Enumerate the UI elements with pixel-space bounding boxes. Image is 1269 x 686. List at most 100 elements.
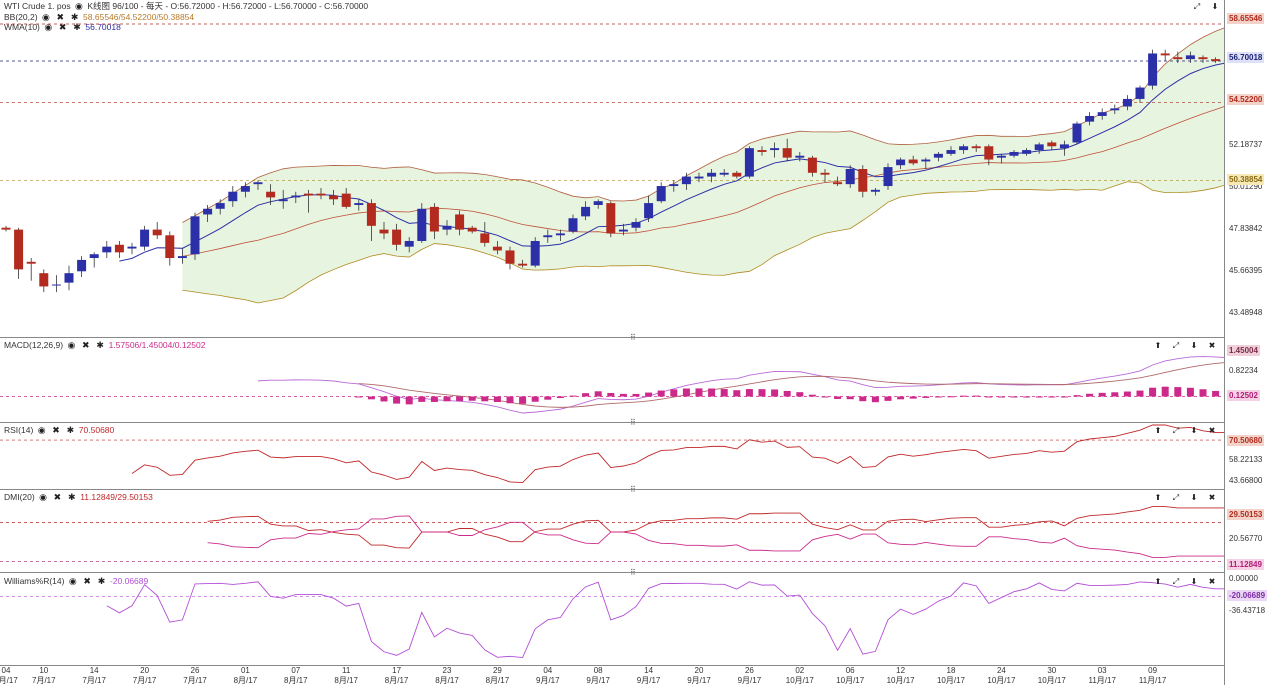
dmi-pane: DMI(20) ◉ ✖ ✱ 11.12849/29.50153 20.56770… [0, 490, 1269, 572]
price-chart [0, 0, 1225, 336]
candle-body [254, 182, 263, 184]
candle-body [443, 226, 452, 230]
candle-body [921, 160, 930, 162]
resize-handle[interactable]: ⠿ [630, 333, 636, 342]
macd-histogram-bar [847, 396, 854, 399]
price-pane: WTI Crude 1. pos ◉ K线图 96/100 - 每天 - O:5… [0, 0, 1269, 336]
candle-body [115, 245, 124, 253]
candle-body [455, 214, 464, 229]
macd-histogram-bar [557, 396, 564, 398]
candle-body [165, 235, 174, 258]
expand-icon[interactable]: ⤢ [1167, 425, 1185, 436]
bb-lower-tag: 50.38854 [1227, 174, 1264, 185]
dmi-chart [0, 490, 1225, 572]
macd-histogram-bar [1137, 391, 1144, 397]
candle-body [266, 192, 275, 198]
macd-histogram-bar [960, 396, 967, 397]
resize-handle[interactable]: ⠿ [630, 485, 636, 494]
candle-body [1186, 55, 1195, 59]
candle-body [1110, 108, 1119, 110]
candle-body [556, 233, 565, 235]
move-down-icon[interactable]: ⬇ [1185, 492, 1203, 503]
macd-histogram-bar [809, 395, 816, 397]
candle-body [934, 154, 943, 158]
last-price-tag: 56.70018 [1227, 52, 1264, 63]
macd-histogram-bar [696, 388, 703, 396]
dmi-controls: ⬆⤢⬇✖ [1149, 492, 1221, 503]
candle-body [884, 167, 893, 186]
candle-body [795, 156, 804, 158]
candle-body [90, 254, 99, 258]
macd-hist-tag: 0.12502 [1227, 390, 1260, 401]
macd-chart [0, 338, 1225, 422]
candle-body [1060, 144, 1069, 148]
candle-body [594, 201, 603, 205]
candle-body [518, 264, 527, 266]
candle-body [493, 247, 502, 251]
macd-histogram-bar [481, 396, 488, 401]
macd-tick: 0.82234 [1229, 366, 1258, 375]
macd-histogram-bar [456, 396, 463, 400]
macd-histogram-bar [670, 389, 677, 396]
macd-histogram-bar [1212, 391, 1219, 397]
rsi-pane: RSI(14) ◉ ✖ ✱ 70.50680 58.22133 43.66800… [0, 423, 1269, 489]
macd-histogram-bar [418, 396, 425, 401]
candle-body [871, 190, 880, 192]
macd-histogram-bar [582, 393, 589, 396]
candle-body [644, 203, 653, 218]
rsi-controls: ⬆⤢⬇✖ [1149, 425, 1221, 436]
macd-histogram-bar [1149, 388, 1156, 397]
macd-histogram-bar [355, 396, 362, 397]
candle-body [2, 228, 11, 230]
candle-body [984, 146, 993, 159]
move-up-icon[interactable]: ⬆ [1149, 425, 1167, 436]
williams-tag: -20.06689 [1227, 590, 1267, 601]
move-down-icon[interactable]: ⬇ [1185, 425, 1203, 436]
macd-histogram-bar [784, 391, 791, 397]
macd-histogram-bar [948, 396, 955, 397]
candle-body [1211, 59, 1220, 61]
date-axis: 047月/17107月/17147月/17207月/17267月/17018月/… [0, 666, 1225, 685]
candle-body [657, 186, 666, 201]
williams-axis: 0.00000 -36.43718 [1225, 573, 1269, 665]
move-down-icon[interactable]: ⬇ [1185, 340, 1203, 351]
axis-separator [1224, 0, 1225, 685]
macd-histogram-bar [620, 394, 627, 397]
candle-body [1199, 57, 1208, 59]
macd-histogram-bar [922, 396, 929, 397]
move-up-icon[interactable]: ⬆ [1149, 492, 1167, 503]
candle-body [581, 207, 590, 216]
move-down-icon[interactable]: ⬇ [1185, 576, 1203, 587]
close-pane-icon[interactable]: ✖ [1203, 425, 1221, 436]
resize-handle[interactable]: ⠿ [630, 568, 636, 577]
macd-histogram-bar [469, 396, 476, 400]
close-pane-icon[interactable]: ✖ [1203, 576, 1221, 587]
dmi-tick: 20.56770 [1229, 534, 1262, 543]
move-up-icon[interactable]: ⬆ [1149, 576, 1167, 587]
macd-histogram-bar [822, 396, 829, 397]
macd-histogram-bar [507, 396, 514, 403]
expand-icon[interactable]: ⤢ [1167, 576, 1185, 587]
candle-body [153, 230, 162, 236]
expand-icon[interactable]: ⤢ [1167, 492, 1185, 503]
candle-body [191, 216, 200, 254]
expand-icon[interactable]: ⤢ [1167, 340, 1185, 351]
macd-histogram-bar [985, 396, 992, 397]
macd-histogram-bar [1174, 387, 1181, 396]
candle-body [909, 160, 918, 164]
macd-histogram-bar [796, 392, 803, 396]
close-pane-icon[interactable]: ✖ [1203, 492, 1221, 503]
move-up-icon[interactable]: ⬆ [1149, 340, 1167, 351]
candle-body [228, 192, 237, 201]
close-pane-icon[interactable]: ✖ [1203, 340, 1221, 351]
resize-handle[interactable]: ⠿ [630, 418, 636, 427]
macd-histogram-bar [393, 396, 400, 403]
macd-histogram-bar [683, 388, 690, 396]
